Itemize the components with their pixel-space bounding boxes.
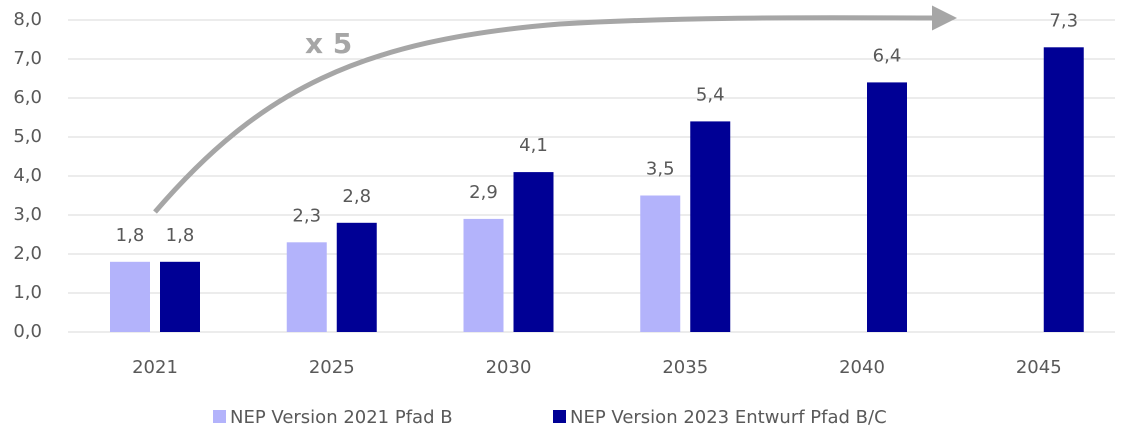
- x-tick-label: 2040: [839, 357, 885, 378]
- bar: [110, 261, 150, 332]
- data-label: 3,5: [646, 159, 675, 180]
- y-tick-label: 0,0: [13, 321, 42, 342]
- y-tick-label: 1,0: [13, 282, 42, 303]
- legend-swatch: [553, 410, 566, 423]
- x-tick-label: 2025: [309, 357, 355, 378]
- data-label: 1,8: [116, 225, 145, 246]
- growth-arrow: [153, 5, 957, 214]
- data-label: 2,8: [342, 186, 371, 207]
- bar: [286, 242, 327, 332]
- x-tick-label: 2035: [662, 357, 708, 378]
- data-label: 5,4: [696, 84, 725, 105]
- bar: [1043, 47, 1084, 333]
- data-label: 7,3: [1049, 10, 1078, 31]
- y-tick-label: 4,0: [13, 165, 42, 186]
- data-label: 2,3: [292, 205, 321, 226]
- data-label: 4,1: [519, 135, 548, 156]
- bar: [867, 82, 907, 333]
- bars: [110, 47, 1084, 333]
- y-tick-label: 5,0: [13, 126, 42, 147]
- annotation: x 5: [305, 27, 352, 60]
- bar: [160, 261, 200, 332]
- data-label: 1,8: [166, 225, 195, 246]
- y-tick-label: 2,0: [13, 243, 42, 264]
- labels: 0,0 1,0 2,0 3,0 4,0 5,0 6,0 7,0 8,0 2021 1,8 1,8 202…: [13, 9, 1078, 428]
- x-tick-label: 2021: [132, 357, 178, 378]
- bar: [513, 172, 554, 332]
- legend-label: NEP Version 2021 Pfad B: [230, 407, 453, 428]
- y-tick-label: 8,0: [13, 9, 42, 30]
- legend-label: NEP Version 2023 Entwurf Pfad B/C: [570, 407, 887, 428]
- x-tick-label: 2030: [486, 357, 532, 378]
- y-tick-label: 3,0: [13, 204, 42, 225]
- data-label: 2,9: [469, 182, 498, 203]
- x-tick-label: 2045: [1016, 357, 1062, 378]
- y-tick-label: 7,0: [13, 48, 42, 69]
- bar: [690, 121, 731, 333]
- bar: [336, 222, 377, 332]
- grid: [68, 19, 1115, 333]
- y-tick-label: 6,0: [13, 87, 42, 108]
- bar: [640, 195, 681, 332]
- data-label: 6,4: [873, 45, 902, 66]
- legend-swatch: [213, 410, 226, 423]
- bar: [463, 218, 504, 332]
